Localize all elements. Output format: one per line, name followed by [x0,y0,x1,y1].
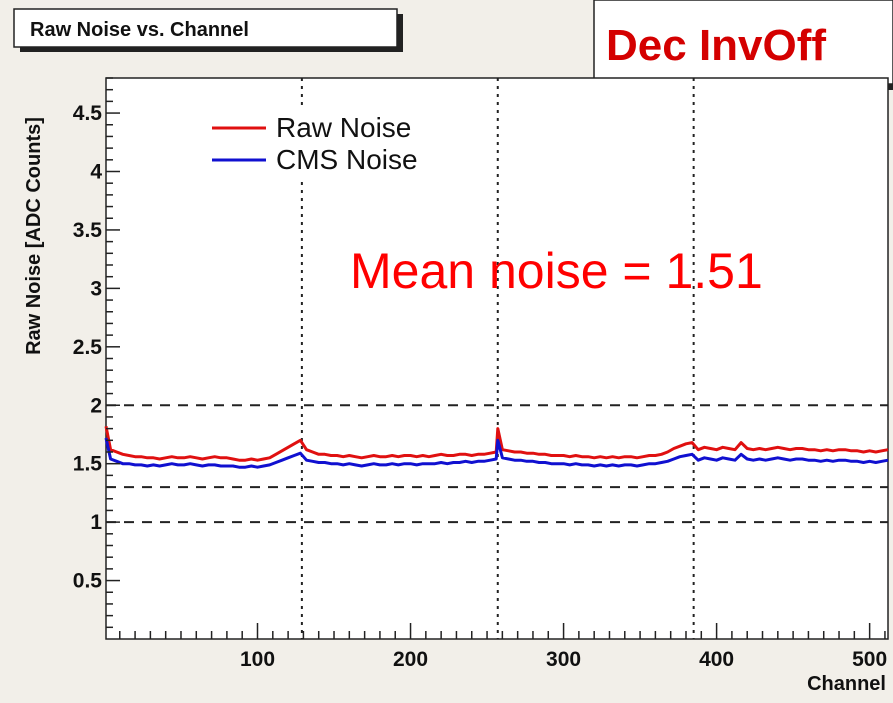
y-tick-label: 3.5 [73,219,103,242]
x-tick-labels: 100 200 300 400 500 [240,648,887,671]
legend: Raw Noise CMS Noise [204,106,494,182]
chart-title: Raw Noise vs. Channel [30,19,249,41]
series-line-1 [104,437,889,469]
x-tick-label: 100 [240,648,275,671]
chart-title-box: Raw Noise vs. Channel [13,8,403,52]
x-tick-label: 200 [393,648,428,671]
x-axis-title: Channel [807,673,886,695]
y-tick-label: 3 [90,277,102,300]
tag-label: Dec InvOff [606,21,826,70]
y-tick-label: 1.5 [73,453,103,476]
y-tick-labels: 0.5 1 1.5 2 2.5 3 3.5 4 4.5 [73,102,103,593]
tag-box: Dec InvOff [593,0,893,90]
x-tick-label: 400 [699,648,734,671]
legend-label-cms: CMS Noise [276,144,418,175]
grid-lines [106,78,888,639]
y-tick-label: 4 [90,161,102,184]
x-tick-label: 300 [546,648,581,671]
y-tick-label: 4.5 [73,102,103,125]
y-tick-label: 1 [90,511,102,534]
legend-label-raw: Raw Noise [276,112,411,143]
series-lines [104,426,889,469]
y-tick-label: 2.5 [73,336,103,359]
y-tick-label: 2 [90,394,102,417]
axis-ticks [106,77,886,639]
y-tick-label: 0.5 [73,570,103,593]
x-tick-label: 500 [852,648,887,671]
y-axis-title: Raw Noise [ADC Counts] [23,117,45,355]
mean-noise-annotation: Mean noise = 1.51 [350,243,763,299]
